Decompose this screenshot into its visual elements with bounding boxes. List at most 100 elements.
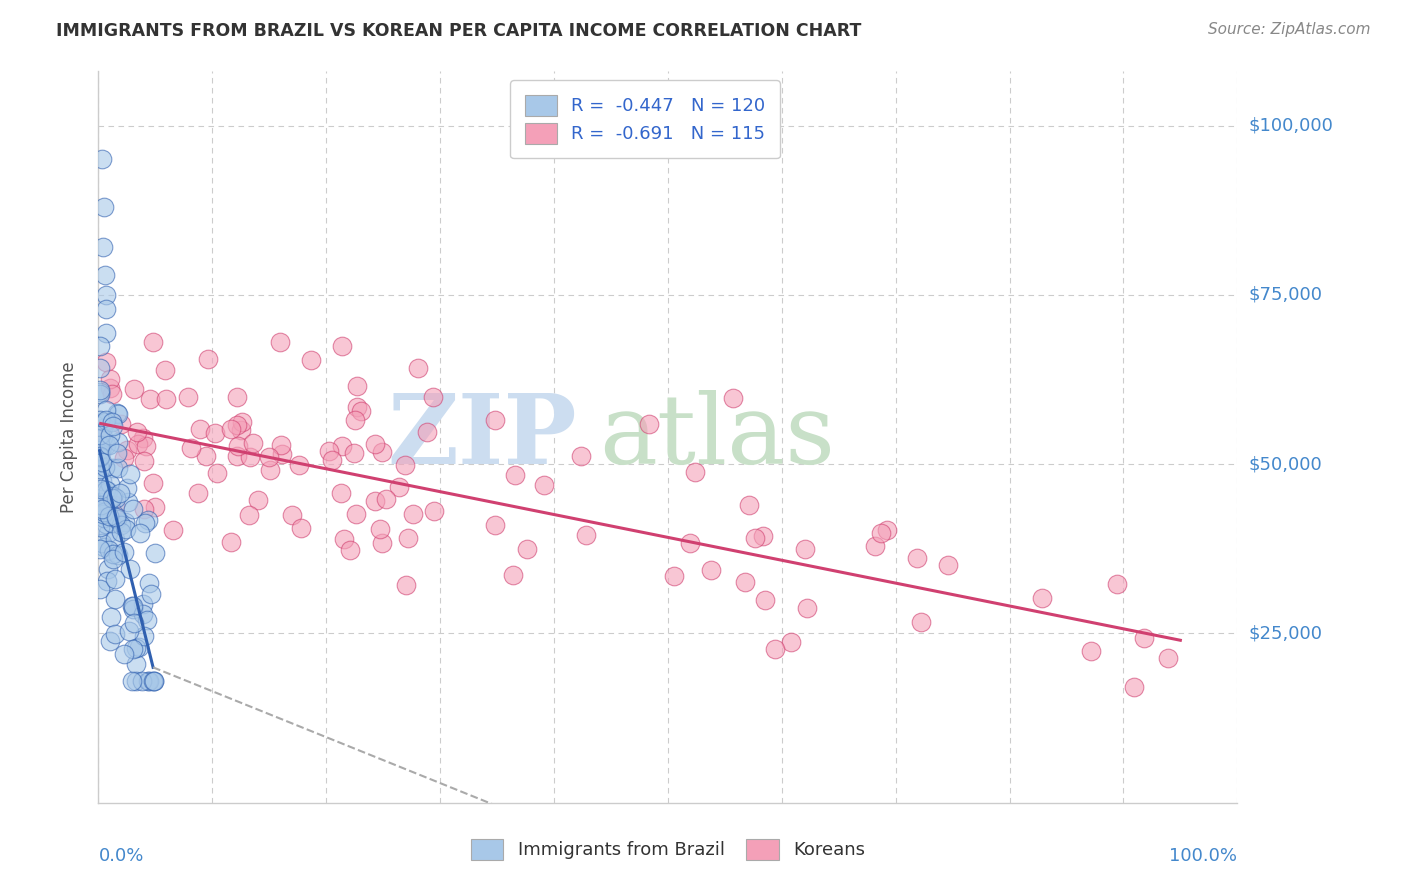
- Point: [187, 486, 209, 500]
- Point: [700, 563, 723, 577]
- Text: Source: ZipAtlas.com: Source: ZipAtlas.com: [1208, 22, 1371, 37]
- Point: [139, 587, 162, 601]
- Point: [794, 542, 817, 557]
- Point: [1157, 650, 1180, 665]
- Point: [270, 438, 292, 452]
- Point: [101, 461, 124, 475]
- Point: [371, 536, 394, 550]
- Point: [128, 640, 150, 655]
- Point: [115, 481, 138, 495]
- Point: [239, 450, 262, 464]
- Point: [290, 521, 312, 535]
- Point: [395, 578, 418, 592]
- Point: [132, 454, 155, 468]
- Point: [103, 418, 125, 433]
- Point: [93, 541, 115, 555]
- Point: [259, 450, 281, 464]
- Point: [104, 509, 127, 524]
- Point: [281, 508, 304, 522]
- Point: [96, 326, 118, 340]
- Point: [197, 351, 219, 366]
- Point: [98, 633, 121, 648]
- Point: [374, 492, 396, 507]
- Point: [143, 500, 166, 514]
- Point: [104, 592, 127, 607]
- Point: [131, 673, 153, 688]
- Point: [97, 484, 120, 499]
- Point: [101, 551, 124, 566]
- Point: [796, 601, 818, 615]
- Point: [90, 486, 112, 500]
- Point: [330, 486, 353, 500]
- Point: [226, 390, 249, 404]
- Point: [863, 539, 886, 553]
- Point: [422, 390, 444, 404]
- Point: [122, 501, 145, 516]
- Point: [110, 517, 132, 532]
- Point: [344, 413, 367, 427]
- Point: [396, 531, 419, 545]
- Point: [107, 435, 129, 450]
- Point: [94, 516, 117, 531]
- Point: [132, 629, 155, 643]
- Point: [94, 302, 117, 317]
- Text: $100,000: $100,000: [1249, 117, 1333, 135]
- Point: [103, 626, 125, 640]
- Point: [679, 536, 702, 550]
- Point: [502, 568, 524, 582]
- Point: [910, 615, 932, 629]
- Point: [754, 593, 776, 607]
- Text: $50,000: $50,000: [1249, 455, 1323, 473]
- Point: [127, 437, 149, 451]
- Point: [664, 568, 686, 582]
- Point: [869, 525, 891, 540]
- Point: [238, 508, 260, 522]
- Point: [107, 548, 129, 562]
- Point: [90, 474, 112, 488]
- Point: [110, 525, 132, 540]
- Point: [104, 498, 127, 512]
- Point: [346, 400, 368, 414]
- Point: [231, 415, 253, 429]
- Point: [115, 523, 138, 537]
- Point: [350, 404, 373, 418]
- Point: [269, 335, 291, 350]
- Point: [1031, 591, 1053, 605]
- Point: [339, 543, 361, 558]
- Point: [683, 465, 706, 479]
- Point: [259, 463, 281, 477]
- Point: [423, 504, 446, 518]
- Point: [104, 572, 127, 586]
- Point: [142, 475, 165, 490]
- Y-axis label: Per Capita Income: Per Capita Income: [59, 361, 77, 513]
- Point: [97, 543, 120, 558]
- Point: [104, 509, 127, 524]
- Point: [1080, 644, 1102, 658]
- Point: [188, 422, 211, 436]
- Point: [112, 647, 135, 661]
- Point: [364, 493, 387, 508]
- Point: [1107, 577, 1129, 591]
- Point: [321, 453, 343, 467]
- Point: [122, 599, 145, 613]
- Point: [96, 483, 118, 497]
- Point: [98, 381, 121, 395]
- Point: [98, 428, 121, 442]
- Point: [132, 597, 155, 611]
- Point: [162, 523, 184, 537]
- Point: [346, 379, 368, 393]
- Point: [401, 507, 423, 521]
- Text: $75,000: $75,000: [1249, 285, 1323, 304]
- Point: [333, 533, 356, 547]
- Point: [91, 421, 114, 435]
- Point: [115, 442, 138, 457]
- Point: [105, 406, 128, 420]
- Point: [117, 624, 139, 639]
- Point: [364, 437, 387, 451]
- Point: [107, 407, 129, 421]
- Point: [100, 415, 122, 429]
- Point: [89, 541, 111, 556]
- Point: [135, 439, 157, 453]
- Point: [101, 489, 124, 503]
- Point: [121, 602, 143, 616]
